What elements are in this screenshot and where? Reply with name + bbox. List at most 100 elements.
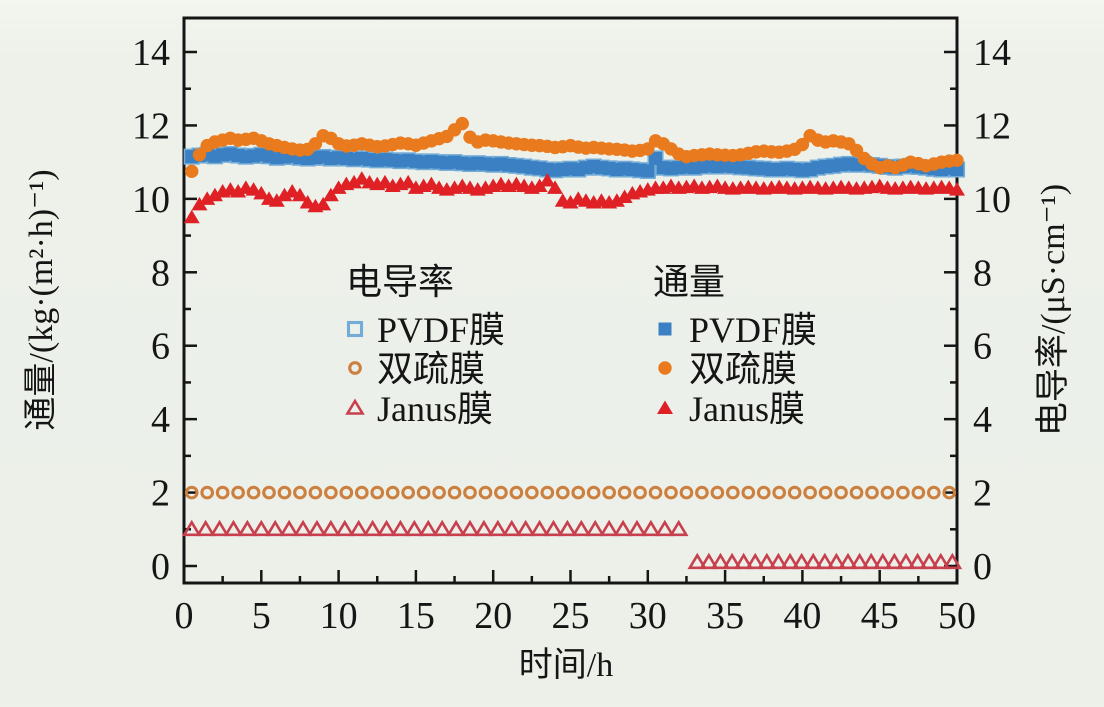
- data-point-triangle: [291, 187, 308, 202]
- data-point-triangle: [780, 552, 800, 570]
- data-point-triangle: [460, 519, 480, 537]
- legend-marker-conductivity-pvdf: [346, 320, 364, 338]
- data-point-triangle: [268, 193, 285, 207]
- legend-flux-label-janus: Janus膜: [689, 389, 805, 429]
- data-point-triangle: [757, 552, 777, 570]
- x-tick-label: 15: [397, 595, 435, 637]
- data-point-circle: [710, 485, 725, 500]
- data-point-circle: [184, 485, 199, 500]
- data-point-circle: [880, 485, 895, 500]
- y-tick-label-left: 0: [151, 546, 170, 588]
- data-point-triangle: [362, 519, 383, 537]
- y-axis-title-right: 电导率/(μS·cm⁻¹): [1034, 184, 1072, 436]
- data-point-circle: [849, 485, 864, 500]
- data-point-circle: [617, 485, 632, 500]
- data-point-triangle: [791, 552, 812, 570]
- data-point-triangle: [838, 552, 858, 570]
- data-point-circle: [262, 485, 276, 500]
- y-tick-label-right: 14: [973, 32, 1011, 74]
- data-point-circle: [293, 485, 307, 500]
- legend-header-conductivity: 电导率: [346, 262, 454, 302]
- x-tick-label: 20: [474, 595, 512, 637]
- x-axis-title: 时间/h: [519, 647, 613, 684]
- data-point-triangle: [539, 173, 556, 187]
- x-tick-label: 40: [783, 595, 821, 637]
- data-point-triangle: [668, 519, 689, 537]
- data-point-circle: [463, 485, 477, 500]
- data-point-triangle: [293, 519, 313, 537]
- y-tick-label-right: 0: [973, 546, 992, 588]
- data-point-triangle: [826, 552, 847, 570]
- data-point-triangle: [616, 189, 633, 204]
- y-tick-label-left: 10: [132, 179, 170, 221]
- data-point-triangle: [404, 519, 425, 537]
- data-point-triangle: [315, 196, 332, 211]
- data-point-triangle: [930, 552, 951, 570]
- data-point-triangle: [199, 191, 216, 205]
- y-tick-label-right: 4: [973, 399, 992, 441]
- data-point-triangle: [722, 552, 742, 570]
- data-point-triangle: [230, 184, 247, 198]
- x-tick-label: 45: [861, 595, 899, 637]
- y-tick-label-right: 6: [973, 326, 992, 368]
- data-point-triangle: [531, 178, 548, 193]
- data-point-circle: [432, 485, 446, 500]
- x-tick-label: 50: [938, 595, 976, 637]
- y-tick-label-left: 8: [151, 252, 170, 294]
- data-point-triangle: [608, 193, 625, 207]
- data-point-circle: [200, 485, 215, 500]
- data-point-circle: [509, 485, 524, 500]
- data-point-triangle: [529, 519, 550, 537]
- data-point-circle: [756, 485, 771, 500]
- data-point-triangle: [641, 519, 661, 537]
- data-point-triangle: [237, 519, 258, 537]
- data-point-triangle: [321, 519, 341, 537]
- data-point-circle: [695, 485, 709, 500]
- data-point-circle: [571, 485, 586, 500]
- data-point-triangle: [446, 519, 466, 537]
- y-tick-label-left: 4: [151, 399, 170, 441]
- data-point-circle: [834, 485, 848, 500]
- data-point-triangle: [849, 552, 870, 570]
- data-point-circle: [602, 485, 617, 500]
- data-point-triangle: [253, 185, 270, 200]
- data-point-triangle: [699, 552, 719, 570]
- data-point-circle: [401, 485, 416, 500]
- data-point-triangle: [183, 209, 200, 224]
- data-point-triangle: [907, 552, 928, 570]
- data-point-circle: [741, 485, 756, 500]
- data-point-triangle: [803, 552, 824, 570]
- data-point-triangle: [557, 519, 578, 537]
- data-point-triangle: [585, 519, 606, 537]
- x-tick-label: 30: [629, 595, 667, 637]
- data-point-circle: [308, 485, 323, 500]
- data-point-circle: [664, 485, 678, 500]
- data-point-triangle: [376, 519, 397, 537]
- data-point-triangle: [547, 180, 564, 194]
- data-point-triangle: [191, 196, 208, 211]
- data-point-triangle: [815, 552, 835, 570]
- data-point-triangle: [223, 519, 244, 537]
- legend-marker-flux-pvdf: [658, 322, 672, 336]
- data-point-triangle: [488, 519, 508, 537]
- data-point-triangle: [515, 519, 536, 537]
- legend-marker-conductivity-shushu: [348, 361, 362, 375]
- legend-conductivity-label-pvdf: PVDF膜: [377, 310, 505, 350]
- data-point-triangle: [265, 519, 286, 537]
- data-point-triangle: [418, 519, 439, 537]
- data-point-square: [950, 162, 964, 176]
- data-point-triangle: [334, 519, 355, 537]
- data-point-square: [641, 164, 655, 178]
- data-point-triangle: [861, 552, 881, 570]
- data-point-circle: [246, 485, 261, 500]
- legend-marker-conductivity-janus: [345, 398, 365, 415]
- legend-marker-flux-shushu: [658, 361, 672, 375]
- data-point-triangle: [195, 519, 216, 537]
- x-tick-label: 35: [706, 595, 744, 637]
- data-point-circle: [787, 485, 802, 500]
- data-point-triangle: [562, 195, 579, 209]
- data-point-circle: [633, 485, 647, 500]
- legend-marker-flux-janus: [657, 400, 673, 414]
